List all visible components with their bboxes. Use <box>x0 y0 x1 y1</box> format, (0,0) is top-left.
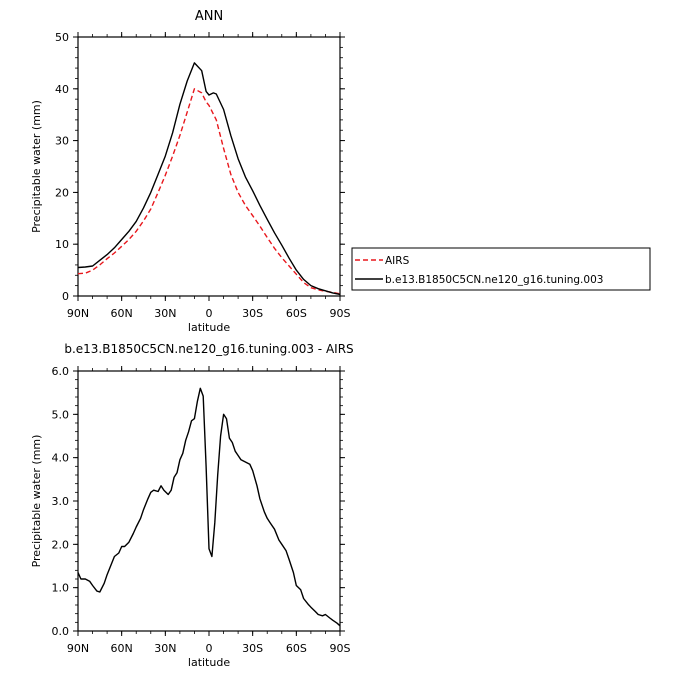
y-tick-label: 30 <box>55 135 69 148</box>
bottom-chart-title: b.e13.B1850C5CN.ne120_g16.tuning.003 - A… <box>64 342 353 356</box>
x-tick-label: 30N <box>154 307 176 320</box>
y-tick-label: 20 <box>55 186 69 199</box>
y-tick-label: 0.0 <box>52 625 70 638</box>
x-tick-label: 60S <box>286 642 307 655</box>
top-chart-precipitable-water: 0 10 20 30 40 50 90N 60N 30N 0 30S 60S 90S latitude Pr… <box>30 31 351 334</box>
x-tick-label: 90N <box>67 642 89 655</box>
y-tick-label: 1.0 <box>52 582 70 595</box>
x-tick-label: 0 <box>206 642 213 655</box>
y-tick-label: 40 <box>55 83 69 96</box>
x-tick-label: 30S <box>242 307 263 320</box>
x-tick-label: 60N <box>111 307 133 320</box>
x-tick-label: 90S <box>330 307 351 320</box>
y-tick-label: 50 <box>55 31 69 44</box>
y-axis-label: Precipitable water (mm) <box>30 435 43 568</box>
y-tick-label: 3.0 <box>52 495 70 508</box>
x-axis-label: latitude <box>188 656 230 669</box>
top-chart-title: ANN <box>195 9 223 24</box>
legend-entry-label: AIRS <box>385 255 410 267</box>
bottom-chart-difference: 0.0 1.0 2.0 3.0 4.0 5.0 6.0 90N 60N 30N 0 30S 60S 90S… <box>30 365 351 669</box>
legend-entry-label: b.e13.B1850C5CN.ne120_g16.tuning.003 <box>385 274 603 286</box>
x-axis-label: latitude <box>188 321 230 334</box>
x-tick-label: 90S <box>330 642 351 655</box>
x-tick-label: 60S <box>286 307 307 320</box>
y-tick-label: 5.0 <box>52 408 70 421</box>
legend: AIRS b.e13.B1850C5CN.ne120_g16.tuning.003 <box>351 247 651 291</box>
x-tick-label: 30S <box>242 642 263 655</box>
x-tick-label: 30N <box>154 642 176 655</box>
y-axis-label: Precipitable water (mm) <box>30 100 43 233</box>
y-tick-label: 10 <box>55 238 69 251</box>
y-tick-label: 6.0 <box>52 365 70 378</box>
series-line <box>77 387 341 627</box>
y-tick-label: 4.0 <box>52 452 70 465</box>
series-line-airs <box>77 88 341 295</box>
y-tick-label: 0 <box>62 290 69 303</box>
series-line-b-e13-b1850c5cn-ne120-g16-tuning-003 <box>77 62 341 296</box>
legend-box <box>351 247 651 291</box>
y-tick-label: 2.0 <box>52 538 70 551</box>
x-tick-label: 60N <box>111 642 133 655</box>
x-tick-label: 0 <box>206 307 213 320</box>
plot-frame <box>77 36 341 297</box>
x-tick-label: 90N <box>67 307 89 320</box>
